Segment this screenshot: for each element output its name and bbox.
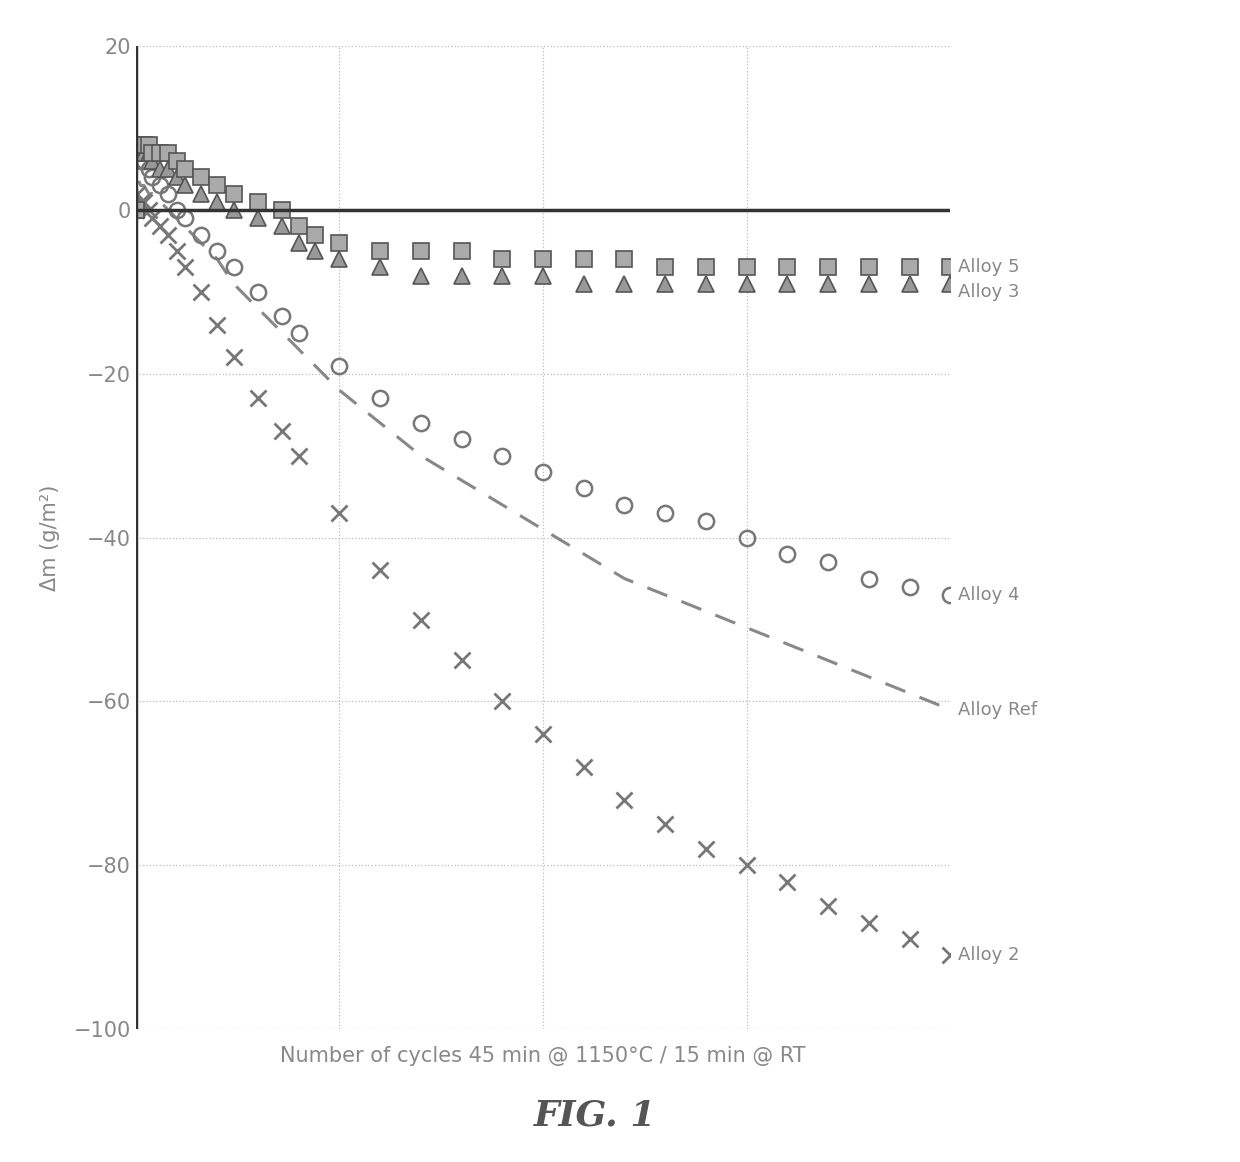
Text: Alloy 4: Alloy 4 (959, 586, 1021, 604)
Text: Alloy Ref: Alloy Ref (959, 701, 1038, 718)
Text: FIG. 1: FIG. 1 (534, 1098, 656, 1133)
Text: Alloy 3: Alloy 3 (959, 282, 1021, 301)
X-axis label: Number of cycles 45 min @ 1150°C / 15 min @ RT: Number of cycles 45 min @ 1150°C / 15 mi… (280, 1046, 806, 1066)
Text: Alloy 2: Alloy 2 (959, 946, 1021, 964)
Text: Alloy 5: Alloy 5 (959, 258, 1021, 277)
Y-axis label: Δm (g/m²): Δm (g/m²) (40, 485, 60, 590)
